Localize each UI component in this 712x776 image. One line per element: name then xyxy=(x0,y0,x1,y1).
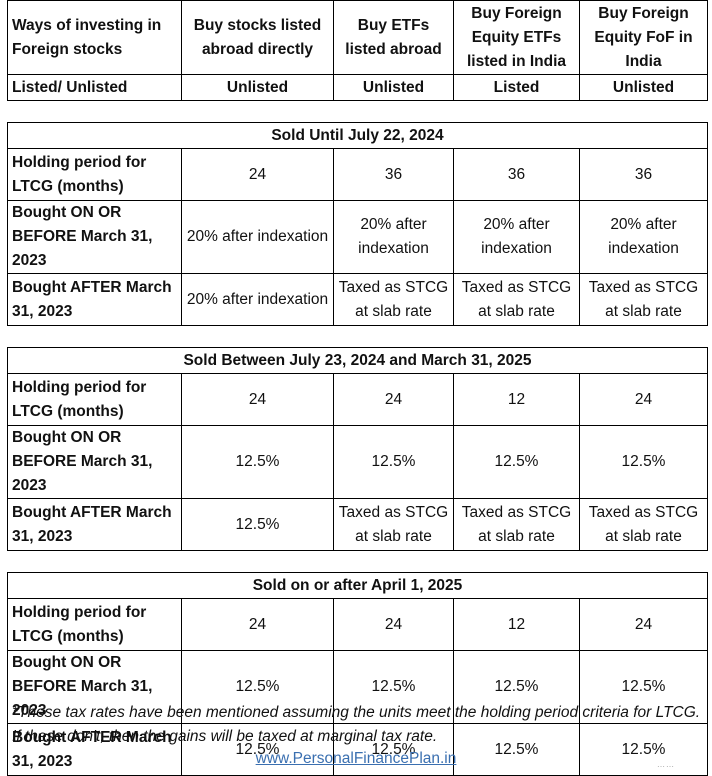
spacer-row xyxy=(7,550,708,573)
table-cell: 12.5% xyxy=(453,425,580,499)
table-row: Holding period for LTCG (months) 24 24 1… xyxy=(7,373,708,426)
row-label: Bought AFTER March 31, 2023 xyxy=(7,723,182,776)
tax-comparison-table-wrap: Ways of investing in Foreign stocks Buy … xyxy=(7,0,708,776)
listing-label: Listed/ Unlisted xyxy=(7,74,182,101)
table-cell: 12.5% xyxy=(181,425,334,499)
header-row: Ways of investing in Foreign stocks Buy … xyxy=(7,0,708,75)
header-col0: Ways of investing in Foreign stocks xyxy=(7,0,182,75)
table-row: Bought ON OR BEFORE March 31, 2023 12.5%… xyxy=(7,425,708,499)
table-cell: Taxed as STCG at slab rate xyxy=(333,273,454,326)
table-cell: Taxed as STCG at slab rate xyxy=(453,273,580,326)
row-label: Bought ON OR BEFORE March 31, 2023 xyxy=(7,425,182,499)
table-cell: 12.5% xyxy=(181,723,334,776)
listing-value: Unlisted xyxy=(181,74,334,101)
table-cell: 12.5% xyxy=(579,723,708,776)
table-cell: 12.5% xyxy=(453,650,580,724)
table-row: Bought AFTER March 31, 2023 12.5% Taxed … xyxy=(7,498,708,551)
table-cell: 36 xyxy=(579,148,708,201)
table-row: Bought ON OR BEFORE March 31, 2023 20% a… xyxy=(7,200,708,274)
section-title-row: Sold Between July 23, 2024 and March 31,… xyxy=(7,347,708,374)
table-cell: 12.5% xyxy=(333,723,454,776)
table-cell: 20% after indexation xyxy=(579,200,708,274)
table-cell: 12.5% xyxy=(333,650,454,724)
section-title: Sold Between July 23, 2024 and March 31,… xyxy=(7,347,708,374)
table-row: Bought AFTER March 31, 2023 12.5% 12.5% … xyxy=(7,723,708,776)
table-cell: Taxed as STCG at slab rate xyxy=(579,498,708,551)
listing-value: Listed xyxy=(453,74,580,101)
table-row: Holding period for LTCG (months) 24 24 1… xyxy=(7,598,708,651)
table-cell: 20% after indexation xyxy=(181,273,334,326)
footnote: *These tax rates have been mentioned ass… xyxy=(12,704,701,745)
row-label: Bought ON OR BEFORE March 31, 2023 xyxy=(7,650,182,724)
table-cell: Taxed as STCG at slab rate xyxy=(579,273,708,326)
table-cell: 12.5% xyxy=(453,723,580,776)
row-label: Bought ON OR BEFORE March 31, 2023 xyxy=(7,200,182,274)
table-row: Bought AFTER March 31, 2023 20% after in… xyxy=(7,273,708,326)
table-cell: 24 xyxy=(181,148,334,201)
row-label: Bought AFTER March 31, 2023 xyxy=(7,273,182,326)
table-row: Bought ON OR BEFORE March 31, 2023 12.5%… xyxy=(7,650,708,724)
spacer-row xyxy=(7,325,708,348)
section-title-row: Sold Until July 22, 2024 xyxy=(7,122,708,149)
section-title: Sold on or after April 1, 2025 xyxy=(7,572,708,599)
section-title: Sold Until July 22, 2024 xyxy=(7,122,708,149)
table-cell: 24 xyxy=(181,373,334,426)
spacer-row xyxy=(7,100,708,123)
table-cell: 12.5% xyxy=(333,425,454,499)
table-cell: 20% after indexation xyxy=(453,200,580,274)
section-title-row: Sold on or after April 1, 2025 xyxy=(7,572,708,599)
listing-value: Unlisted xyxy=(333,74,454,101)
table-cell: 24 xyxy=(333,373,454,426)
table-cell: 12 xyxy=(453,598,580,651)
website-link[interactable]: www.PersonalFinancePlan.in xyxy=(255,750,457,767)
header-etfs-abroad: Buy ETFs listed abroad xyxy=(333,0,454,75)
row-label: Holding period for LTCG (months) xyxy=(7,148,182,201)
table-cell: Taxed as STCG at slab rate xyxy=(453,498,580,551)
table-cell: 24 xyxy=(181,598,334,651)
tax-comparison-table: Ways of investing in Foreign stocks Buy … xyxy=(7,0,708,776)
watermark-logo: ⋯⋯ xyxy=(657,762,675,771)
table-cell: 36 xyxy=(453,148,580,201)
table-cell: 24 xyxy=(579,598,708,651)
table-cell: 24 xyxy=(579,373,708,426)
header-fof-india: Buy Foreign Equity FoF in India xyxy=(579,0,708,75)
row-label: Bought AFTER March 31, 2023 xyxy=(7,498,182,551)
table-cell: 12.5% xyxy=(579,425,708,499)
listing-row: Listed/ Unlisted Unlisted Unlisted Liste… xyxy=(7,74,708,101)
row-label: Holding period for LTCG (months) xyxy=(7,373,182,426)
header-direct-stocks: Buy stocks listed abroad directly xyxy=(181,0,334,75)
table-cell: Taxed as STCG at slab rate xyxy=(333,498,454,551)
table-cell: 20% after indexation xyxy=(333,200,454,274)
table-cell: 20% after indexation xyxy=(181,200,334,274)
row-label: Holding period for LTCG (months) xyxy=(7,598,182,651)
table-row: Holding period for LTCG (months) 24 36 3… xyxy=(7,148,708,201)
listing-value: Unlisted xyxy=(579,74,708,101)
header-etfs-india: Buy Foreign Equity ETFs listed in India xyxy=(453,0,580,75)
table-cell: 12.5% xyxy=(579,650,708,724)
table-cell: 12 xyxy=(453,373,580,426)
table-cell: 36 xyxy=(333,148,454,201)
table-cell: 12.5% xyxy=(181,498,334,551)
table-cell: 24 xyxy=(333,598,454,651)
